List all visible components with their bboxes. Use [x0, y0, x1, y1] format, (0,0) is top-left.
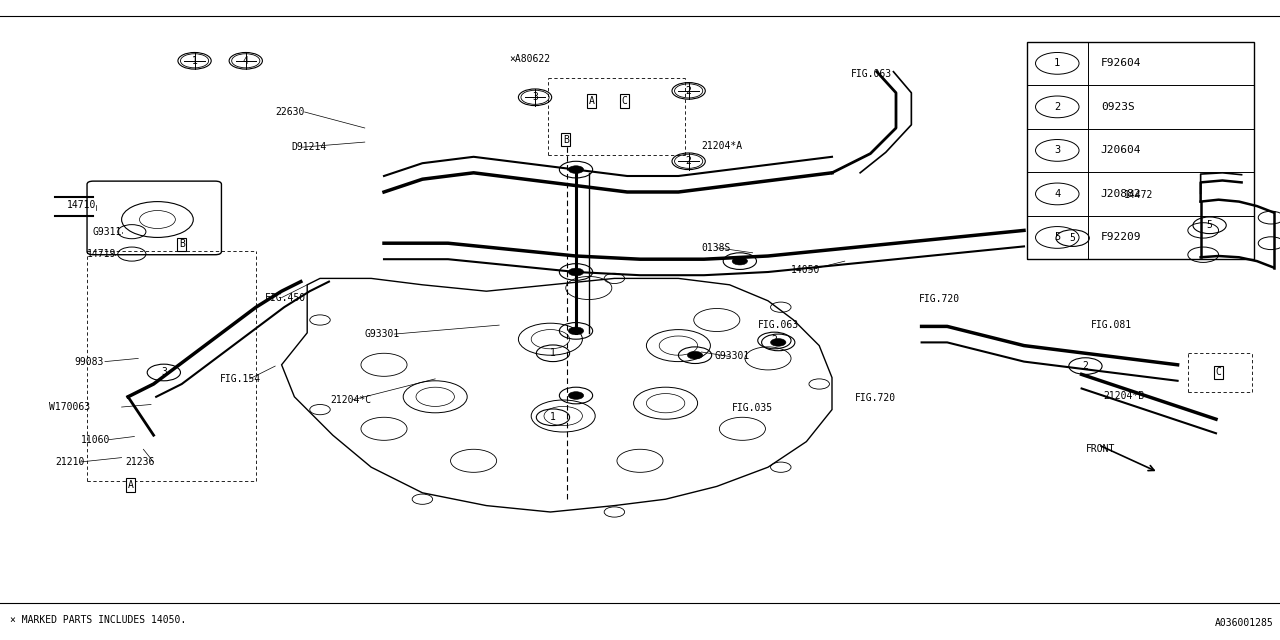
Text: 1: 1: [550, 348, 556, 358]
Text: FIG.035: FIG.035: [732, 403, 773, 413]
Text: 0923S: 0923S: [1101, 102, 1134, 112]
Text: 2: 2: [686, 86, 691, 96]
Text: J20604: J20604: [1101, 145, 1142, 156]
Circle shape: [568, 166, 584, 173]
Text: FIG.450: FIG.450: [265, 292, 306, 303]
Circle shape: [568, 268, 584, 276]
Text: C: C: [622, 96, 627, 106]
Text: 2: 2: [772, 335, 777, 346]
Circle shape: [568, 327, 584, 335]
Text: 21204*B: 21204*B: [1103, 390, 1144, 401]
Text: 4: 4: [1055, 189, 1060, 199]
Text: 4: 4: [243, 56, 248, 66]
Text: B: B: [179, 239, 184, 250]
Text: D91214: D91214: [292, 142, 328, 152]
Text: ×A80622: ×A80622: [509, 54, 550, 64]
Text: 21204*A: 21204*A: [701, 141, 742, 151]
Text: FIG.063: FIG.063: [758, 320, 799, 330]
Circle shape: [771, 339, 786, 346]
Text: 0138S: 0138S: [701, 243, 731, 253]
Text: 21236: 21236: [125, 457, 155, 467]
Text: G9311: G9311: [92, 227, 122, 237]
Text: F92209: F92209: [1101, 232, 1142, 243]
Text: F92604: F92604: [1101, 58, 1142, 68]
Text: 3: 3: [161, 367, 166, 378]
Text: FIG.154: FIG.154: [220, 374, 261, 384]
Text: 5: 5: [1207, 220, 1212, 230]
Text: 11060: 11060: [81, 435, 110, 445]
Text: 21210: 21210: [55, 457, 84, 467]
Text: 3: 3: [1055, 145, 1060, 156]
Text: 2: 2: [1055, 102, 1060, 112]
Text: W170063: W170063: [49, 402, 90, 412]
Text: A: A: [589, 96, 594, 106]
Text: 14719: 14719: [87, 249, 116, 259]
Text: FRONT: FRONT: [1085, 444, 1115, 454]
Circle shape: [687, 351, 703, 359]
Text: 14050: 14050: [791, 265, 820, 275]
Text: 5: 5: [1070, 233, 1075, 243]
Text: 3: 3: [532, 92, 538, 102]
Text: G93301: G93301: [714, 351, 750, 362]
Text: FIG.720: FIG.720: [855, 393, 896, 403]
Text: G93301: G93301: [365, 329, 401, 339]
Circle shape: [732, 257, 748, 265]
Text: 1: 1: [550, 412, 556, 422]
Text: 1: 1: [1055, 58, 1060, 68]
Text: B: B: [563, 134, 568, 145]
Text: 21204*C: 21204*C: [330, 395, 371, 405]
Text: A036001285: A036001285: [1215, 618, 1274, 628]
Text: 2: 2: [686, 156, 691, 166]
Text: FIG.720: FIG.720: [919, 294, 960, 304]
Text: 14710: 14710: [67, 200, 96, 210]
Text: FIG.081: FIG.081: [1091, 320, 1132, 330]
Text: A: A: [128, 480, 133, 490]
Text: 22630: 22630: [275, 107, 305, 117]
Text: 14472: 14472: [1124, 190, 1153, 200]
Text: × MARKED PARTS INCLUDES 14050.: × MARKED PARTS INCLUDES 14050.: [10, 614, 187, 625]
Text: 5: 5: [1055, 232, 1060, 243]
Text: FIG.063: FIG.063: [851, 68, 892, 79]
Circle shape: [568, 392, 584, 399]
Text: J20882: J20882: [1101, 189, 1142, 199]
Text: 99083: 99083: [74, 356, 104, 367]
Text: 2: 2: [1083, 361, 1088, 371]
Text: 1: 1: [192, 56, 197, 66]
Text: C: C: [1216, 367, 1221, 378]
